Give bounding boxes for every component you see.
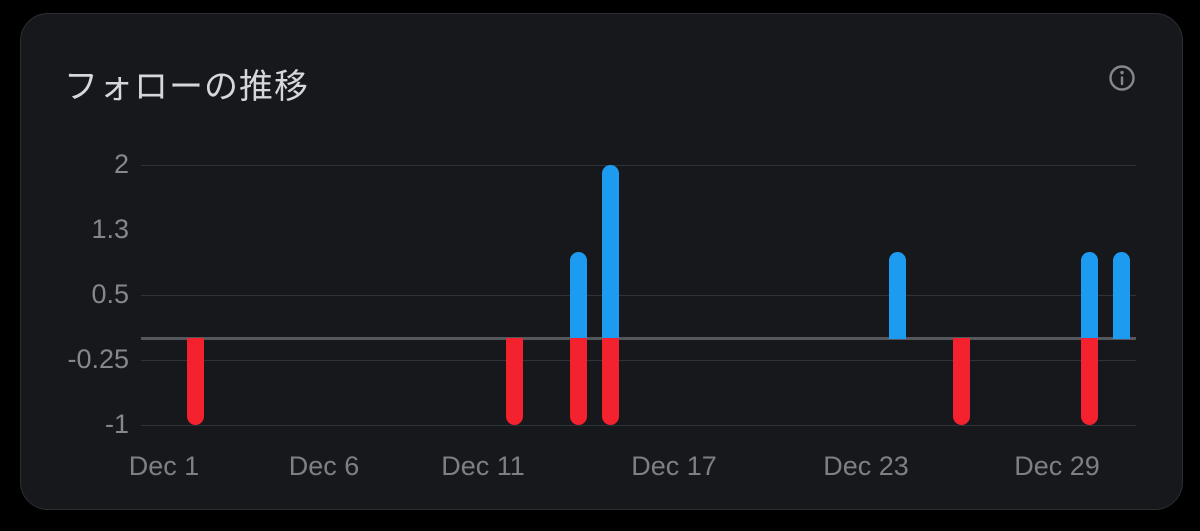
bar-follows-lost-dec-30[interactable] bbox=[1081, 338, 1098, 425]
bar-follows-gained-dec-30[interactable] bbox=[1081, 252, 1098, 339]
bar-follows-lost-dec-26[interactable] bbox=[953, 338, 970, 425]
gridline-y--1 bbox=[141, 425, 1136, 426]
bar-follows-gained-dec-24[interactable] bbox=[889, 252, 906, 339]
bar-follows-lost-dec-2[interactable] bbox=[187, 338, 204, 425]
x-axis-tick-label: Dec 6 bbox=[288, 451, 360, 481]
follows-trend-card: フォローの推移 2 1.3 0.5 -0.25 -1 Dec 1 Dec 6 Dec 11 De… bbox=[20, 13, 1183, 510]
gridline-y-0.5 bbox=[141, 295, 1136, 296]
y-axis-tick-label: -1 bbox=[104, 409, 129, 439]
gridline-y--0.25 bbox=[141, 360, 1136, 361]
y-axis-tick-label: -0.25 bbox=[67, 344, 129, 374]
zero-baseline bbox=[141, 337, 1136, 340]
info-circle-icon[interactable] bbox=[1107, 63, 1137, 93]
x-axis-tick-label: Dec 11 bbox=[441, 451, 525, 481]
bar-follows-lost-dec-15[interactable] bbox=[602, 338, 619, 425]
bar-follows-gained-dec-15[interactable] bbox=[602, 165, 619, 338]
bar-follows-gained-dec-14[interactable] bbox=[570, 252, 587, 339]
x-axis-tick-label: Dec 29 bbox=[1014, 451, 1100, 481]
bar-follows-gained-dec-31[interactable] bbox=[1113, 252, 1130, 339]
bar-follows-lost-dec-12[interactable] bbox=[506, 338, 523, 425]
bar-follows-lost-dec-14[interactable] bbox=[570, 338, 587, 425]
x-axis-tick-label: Dec 17 bbox=[631, 451, 717, 481]
follows-trend-chart: 2 1.3 0.5 -0.25 -1 Dec 1 Dec 6 Dec 11 Dec 17 Dec … bbox=[21, 14, 1182, 509]
x-axis-tick-label: Dec 23 bbox=[823, 451, 909, 481]
y-axis-tick-label: 0.5 bbox=[91, 279, 129, 309]
y-axis-tick-label: 1.3 bbox=[91, 214, 129, 244]
info-circle-icon-glyph bbox=[1109, 65, 1135, 91]
card-title: フォローの推移 bbox=[64, 68, 309, 106]
x-axis-tick-label: Dec 1 bbox=[128, 451, 200, 481]
gridline-y-2 bbox=[141, 165, 1136, 166]
y-axis-tick-label: 2 bbox=[113, 149, 129, 179]
